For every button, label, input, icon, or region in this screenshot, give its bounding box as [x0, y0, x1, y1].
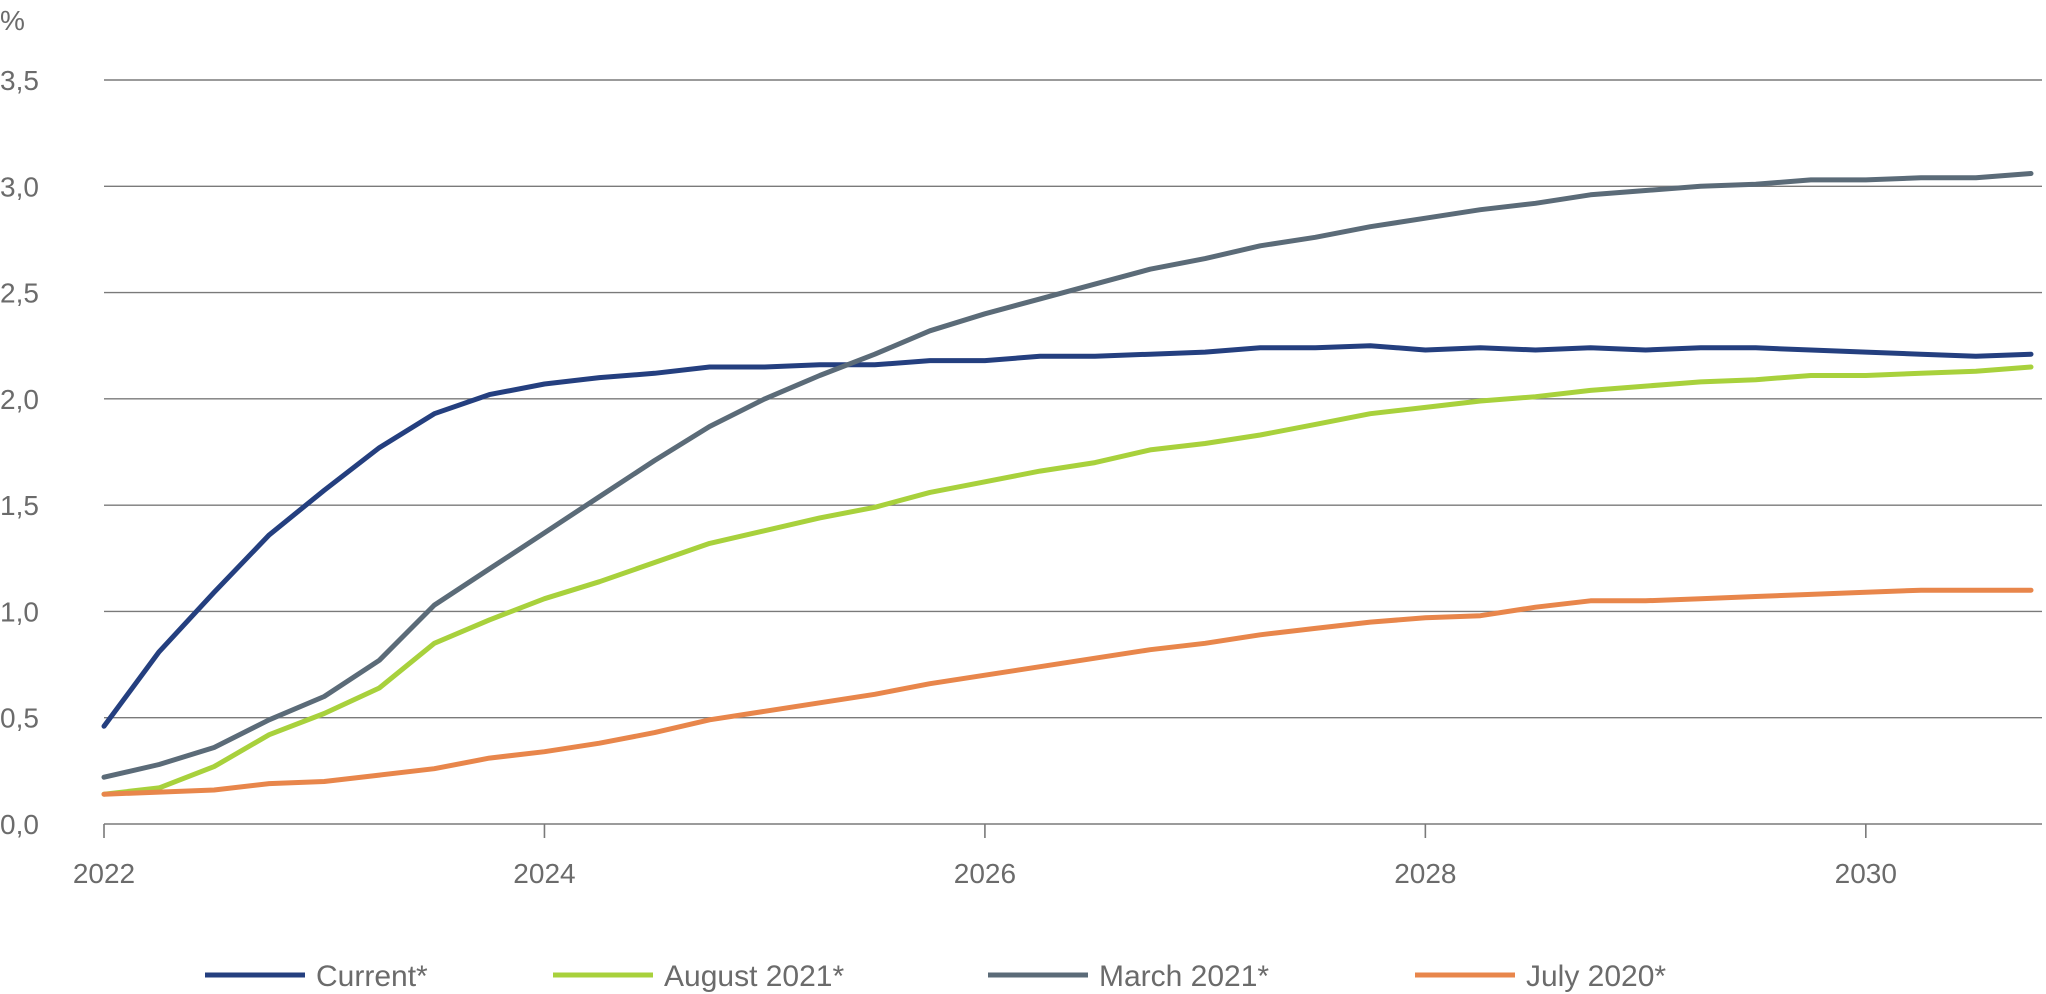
series-lines [101, 171, 2034, 797]
y-tick-label: 3,5 [0, 65, 39, 96]
y-tick-label: 0,5 [0, 703, 39, 734]
y-tick-label: 2,5 [0, 278, 39, 309]
y-axis-ticks: 0,0 0,5 1,0 1,5 2,0 2,5 3,0 3,5 [0, 65, 39, 840]
y-tick-label: 1,0 [0, 596, 39, 627]
y-tick-label: 1,5 [0, 490, 39, 521]
legend-label: August 2021* [664, 960, 844, 993]
series-line-3 [101, 587, 2034, 797]
legend-label: March 2021* [1099, 960, 1269, 993]
y-tick-label: 0,0 [0, 809, 39, 840]
x-tick-label: 2026 [954, 858, 1016, 889]
x-tick-label: 2030 [1835, 858, 1897, 889]
x-tick-label: 2022 [73, 858, 135, 889]
y-tick-label: 3,0 [0, 171, 39, 202]
legend-label: Current* [316, 960, 428, 993]
legend: Current* August 2021* March 2021* July 2020… [205, 960, 1666, 993]
gridlines [104, 79, 2042, 825]
series-line-2 [101, 171, 2034, 780]
x-tick-label: 2024 [513, 858, 575, 889]
x-tick-label: 2028 [1394, 858, 1456, 889]
series-line-1 [101, 364, 2034, 797]
y-tick-label: 2,0 [0, 384, 39, 415]
y-axis-unit-label: % [0, 5, 25, 36]
x-axis-ticks: 2022 2024 2026 2028 2030 [73, 824, 1897, 889]
legend-label: July 2020* [1526, 960, 1666, 993]
series-line-0 [101, 343, 2034, 729]
